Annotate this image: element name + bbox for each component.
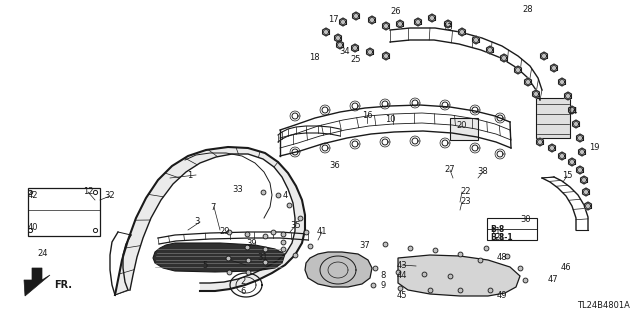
Polygon shape xyxy=(548,144,556,152)
Polygon shape xyxy=(500,54,508,62)
Text: 6: 6 xyxy=(240,287,246,296)
Text: 33: 33 xyxy=(232,186,243,195)
Text: 20: 20 xyxy=(457,121,467,130)
Polygon shape xyxy=(580,176,588,184)
Polygon shape xyxy=(486,46,493,54)
Text: 37: 37 xyxy=(360,241,371,249)
Polygon shape xyxy=(559,152,566,160)
Text: 49: 49 xyxy=(497,291,508,300)
Text: 11: 11 xyxy=(490,227,500,236)
Text: 31: 31 xyxy=(258,254,268,263)
Polygon shape xyxy=(337,41,344,49)
Polygon shape xyxy=(532,90,540,98)
Text: 3: 3 xyxy=(195,218,200,226)
Polygon shape xyxy=(458,28,465,36)
Text: 30: 30 xyxy=(521,216,531,225)
Polygon shape xyxy=(515,66,522,74)
Text: 1: 1 xyxy=(188,170,193,180)
Polygon shape xyxy=(536,138,543,146)
Text: 23: 23 xyxy=(461,197,471,206)
Polygon shape xyxy=(568,158,575,166)
Text: 44: 44 xyxy=(397,271,407,279)
Text: 46: 46 xyxy=(561,263,572,272)
Text: 34: 34 xyxy=(340,48,350,56)
Polygon shape xyxy=(153,243,285,272)
Text: 29: 29 xyxy=(220,227,230,236)
Polygon shape xyxy=(445,20,451,28)
Text: 47: 47 xyxy=(548,276,558,285)
Polygon shape xyxy=(115,147,305,295)
Text: 26: 26 xyxy=(390,8,401,17)
Text: B-8-1: B-8-1 xyxy=(490,233,513,242)
Text: 25: 25 xyxy=(351,56,361,64)
Polygon shape xyxy=(536,98,570,138)
Text: 9: 9 xyxy=(380,280,386,290)
Text: 7: 7 xyxy=(211,203,216,211)
Polygon shape xyxy=(383,52,390,60)
Text: 18: 18 xyxy=(308,54,319,63)
Polygon shape xyxy=(550,64,557,72)
Text: 10: 10 xyxy=(385,115,396,124)
Polygon shape xyxy=(24,268,50,296)
Text: 45: 45 xyxy=(397,291,407,300)
Text: FR.: FR. xyxy=(54,280,72,290)
Polygon shape xyxy=(367,48,374,56)
Text: 5: 5 xyxy=(202,261,207,270)
Text: 13: 13 xyxy=(442,24,452,33)
Polygon shape xyxy=(568,106,575,114)
Polygon shape xyxy=(584,202,591,210)
Polygon shape xyxy=(340,18,346,26)
Text: TL24B4801A: TL24B4801A xyxy=(577,301,630,310)
Text: 24: 24 xyxy=(38,249,48,258)
Polygon shape xyxy=(305,252,372,287)
Polygon shape xyxy=(577,166,584,174)
Polygon shape xyxy=(429,14,435,22)
Bar xyxy=(450,118,478,140)
Text: 42: 42 xyxy=(28,190,38,199)
Text: 14: 14 xyxy=(567,108,577,116)
Polygon shape xyxy=(541,52,547,60)
Text: 8: 8 xyxy=(380,271,386,279)
Polygon shape xyxy=(525,78,531,86)
Polygon shape xyxy=(369,16,376,24)
Text: 19: 19 xyxy=(589,144,599,152)
Text: 28: 28 xyxy=(523,5,533,14)
Text: 17: 17 xyxy=(328,16,339,25)
Polygon shape xyxy=(579,148,586,156)
Bar xyxy=(487,218,537,240)
Text: 22: 22 xyxy=(461,188,471,197)
Text: 21: 21 xyxy=(495,234,505,242)
Polygon shape xyxy=(397,20,403,28)
Text: 40: 40 xyxy=(28,224,38,233)
Text: 38: 38 xyxy=(477,167,488,176)
Text: 39: 39 xyxy=(246,240,257,249)
Text: 41: 41 xyxy=(317,227,327,236)
Text: 48: 48 xyxy=(497,253,508,262)
Text: 2: 2 xyxy=(241,278,246,286)
Text: 43: 43 xyxy=(397,261,407,270)
Polygon shape xyxy=(573,120,579,128)
Text: 12: 12 xyxy=(83,188,93,197)
Polygon shape xyxy=(335,34,342,42)
Polygon shape xyxy=(353,12,360,20)
Polygon shape xyxy=(559,78,566,86)
Text: 4: 4 xyxy=(282,190,287,199)
Polygon shape xyxy=(398,255,520,296)
Text: 36: 36 xyxy=(330,160,340,169)
Polygon shape xyxy=(323,28,330,36)
Polygon shape xyxy=(577,134,584,142)
Polygon shape xyxy=(472,36,479,44)
Text: 27: 27 xyxy=(445,166,455,174)
Text: 35: 35 xyxy=(291,220,301,229)
Polygon shape xyxy=(582,188,589,196)
Text: 16: 16 xyxy=(362,110,372,120)
Text: 32: 32 xyxy=(105,191,115,201)
Text: B-8: B-8 xyxy=(490,225,504,234)
Text: 15: 15 xyxy=(562,172,572,181)
Polygon shape xyxy=(415,18,422,26)
Polygon shape xyxy=(383,22,390,30)
Polygon shape xyxy=(564,92,572,100)
Bar xyxy=(28,188,100,236)
Polygon shape xyxy=(351,44,358,52)
